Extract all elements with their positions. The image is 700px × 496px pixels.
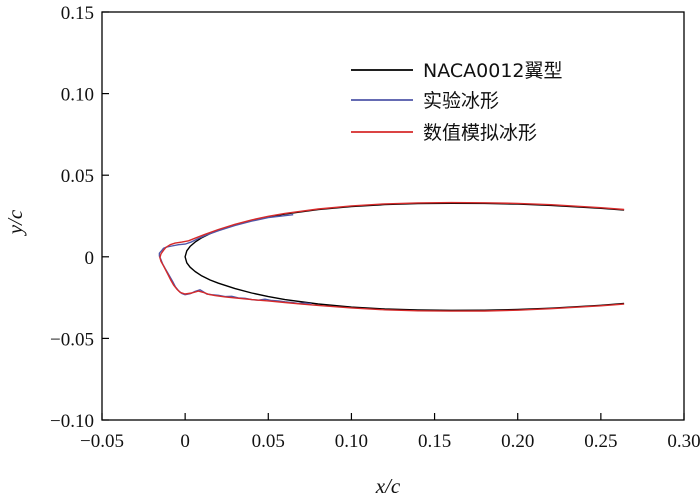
- x-tick-label: 0.20: [501, 431, 534, 452]
- legend-label: 数值模拟冰形: [423, 122, 537, 144]
- x-tick-label: 0.30: [667, 431, 700, 452]
- series-lines: [158, 201, 625, 312]
- x-tick-label: 0.15: [418, 431, 451, 452]
- series-airfoil-line: [184, 202, 625, 311]
- tick-labels: −0.05 0 0.05 0.10 0.15 0.20 0.25 0.30−0.10−0.05…: [50, 3, 700, 452]
- legend-label: 实验冰形: [423, 90, 499, 112]
- tick-marks: [101, 11, 685, 421]
- plot-frame: [101, 11, 685, 421]
- y-axis-label: y/c: [3, 209, 27, 236]
- y-tick-label: −0.10: [50, 411, 94, 432]
- y-tick-label: 0: [85, 248, 95, 269]
- x-tick-label: −0.05: [80, 431, 124, 452]
- y-tick-label: 0.05: [61, 166, 94, 187]
- x-tick-label: 0: [180, 431, 190, 452]
- legend-label: NACA0012翼型: [423, 60, 563, 82]
- series-numerical-ice-line: [159, 201, 625, 312]
- y-tick-label: −0.05: [50, 329, 94, 350]
- series-experimental-ice-line: [158, 214, 312, 305]
- x-tick-label: 0.25: [584, 431, 617, 452]
- y-tick-label: 0.15: [61, 3, 94, 24]
- y-tick-label: 0.10: [61, 85, 94, 106]
- x-tick-label: 0.05: [252, 431, 285, 452]
- x-axis-label: x/c: [375, 474, 401, 496]
- x-tick-label: 0.10: [335, 431, 368, 452]
